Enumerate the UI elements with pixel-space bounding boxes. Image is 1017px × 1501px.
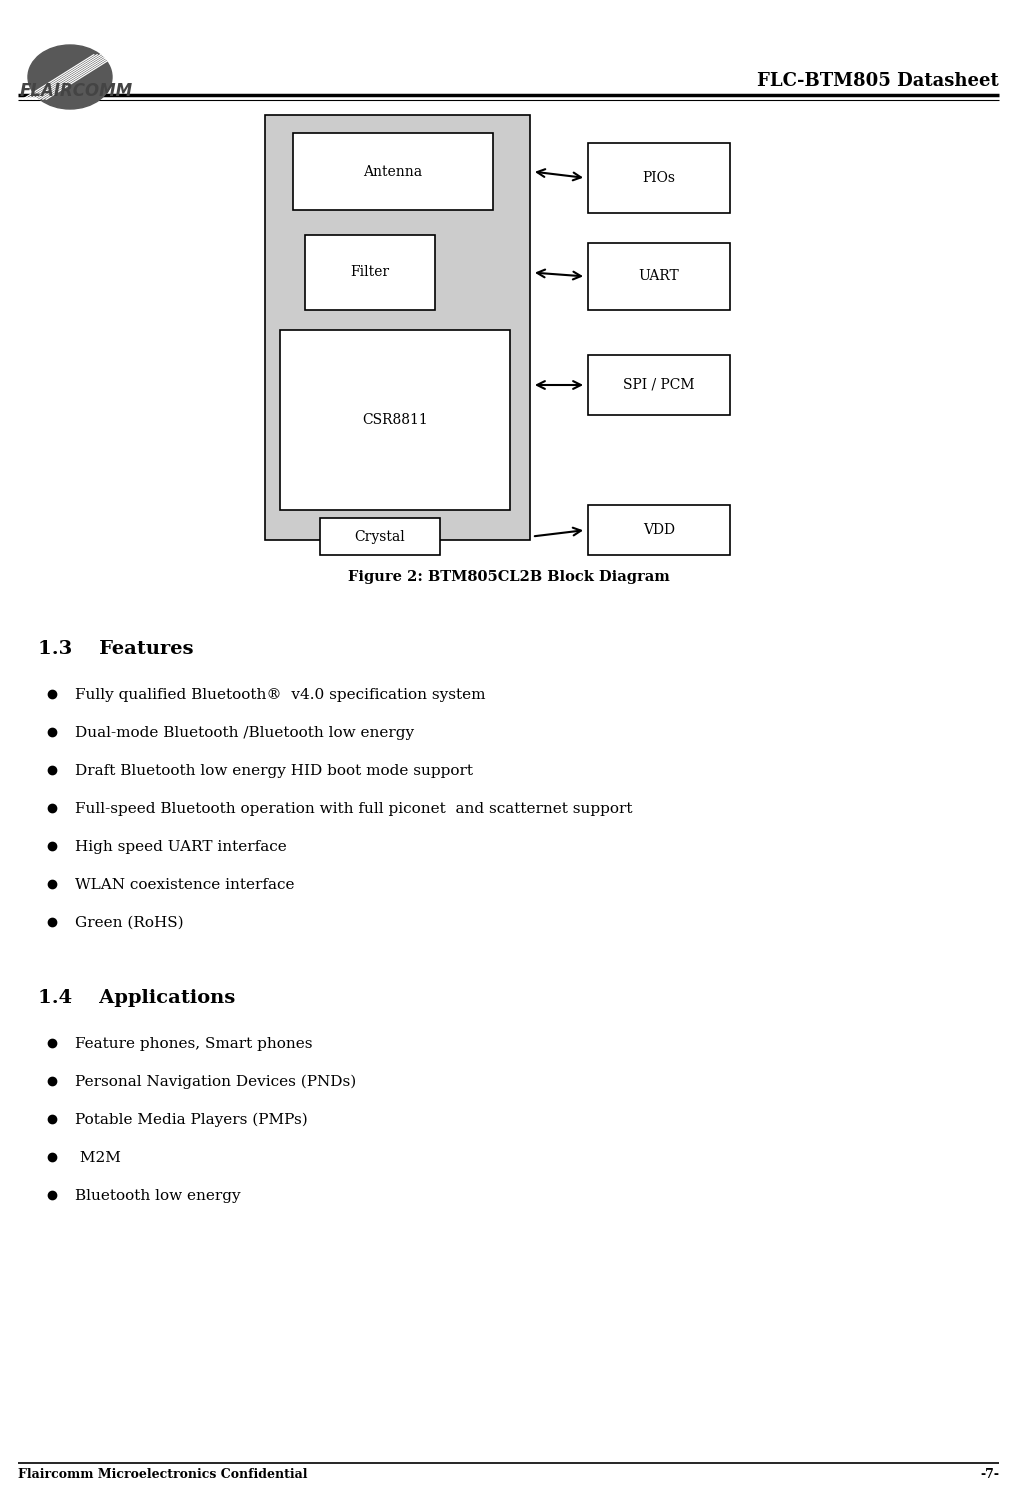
Bar — [588, 243, 730, 311]
Text: Feature phones, Smart phones: Feature phones, Smart phones — [75, 1037, 312, 1051]
Text: WLAN coexistence interface: WLAN coexistence interface — [75, 878, 295, 892]
Text: Dual-mode Bluetooth /Bluetooth low energy: Dual-mode Bluetooth /Bluetooth low energ… — [75, 726, 414, 740]
Text: Green (RoHS): Green (RoHS) — [75, 916, 184, 931]
Text: VDD: VDD — [643, 522, 675, 537]
Text: UART: UART — [639, 270, 679, 284]
Text: Potable Media Players (PMPs): Potable Media Players (PMPs) — [75, 1114, 308, 1127]
Bar — [588, 504, 730, 555]
Text: M2M: M2M — [75, 1151, 121, 1165]
Text: -7-: -7- — [980, 1468, 999, 1481]
Text: FLAIRCOMM: FLAIRCOMM — [20, 83, 133, 101]
Text: CSR8811: CSR8811 — [362, 413, 428, 426]
Bar — [280, 330, 510, 510]
Text: Antenna: Antenna — [363, 165, 422, 179]
Text: Flaircomm Microelectronics Confidential: Flaircomm Microelectronics Confidential — [18, 1468, 307, 1481]
Bar — [305, 236, 435, 311]
Text: FLC-BTM805 Datasheet: FLC-BTM805 Datasheet — [758, 72, 999, 90]
Text: High speed UART interface: High speed UART interface — [75, 841, 287, 854]
Text: SPI / PCM: SPI / PCM — [623, 378, 695, 392]
Text: 1.4    Applications: 1.4 Applications — [38, 989, 235, 1007]
Text: Bluetooth low energy: Bluetooth low energy — [75, 1189, 241, 1202]
Text: Filter: Filter — [351, 266, 390, 279]
Bar — [588, 356, 730, 414]
Text: 1.3    Features: 1.3 Features — [38, 639, 193, 657]
Bar — [320, 518, 440, 555]
Text: Fully qualified Bluetooth®  v4.0 specification system: Fully qualified Bluetooth® v4.0 specific… — [75, 687, 485, 702]
Text: Draft Bluetooth low energy HID boot mode support: Draft Bluetooth low energy HID boot mode… — [75, 764, 473, 778]
Bar — [265, 116, 530, 540]
Text: PIOs: PIOs — [643, 171, 675, 185]
Ellipse shape — [28, 45, 112, 110]
Bar — [588, 143, 730, 213]
Text: Crystal: Crystal — [355, 530, 406, 543]
Bar — [293, 134, 493, 210]
Text: Full-speed Bluetooth operation with full piconet  and scatternet support: Full-speed Bluetooth operation with full… — [75, 802, 633, 817]
Text: Personal Navigation Devices (PNDs): Personal Navigation Devices (PNDs) — [75, 1075, 356, 1090]
Text: Figure 2: BTM805CL2B Block Diagram: Figure 2: BTM805CL2B Block Diagram — [348, 570, 669, 584]
